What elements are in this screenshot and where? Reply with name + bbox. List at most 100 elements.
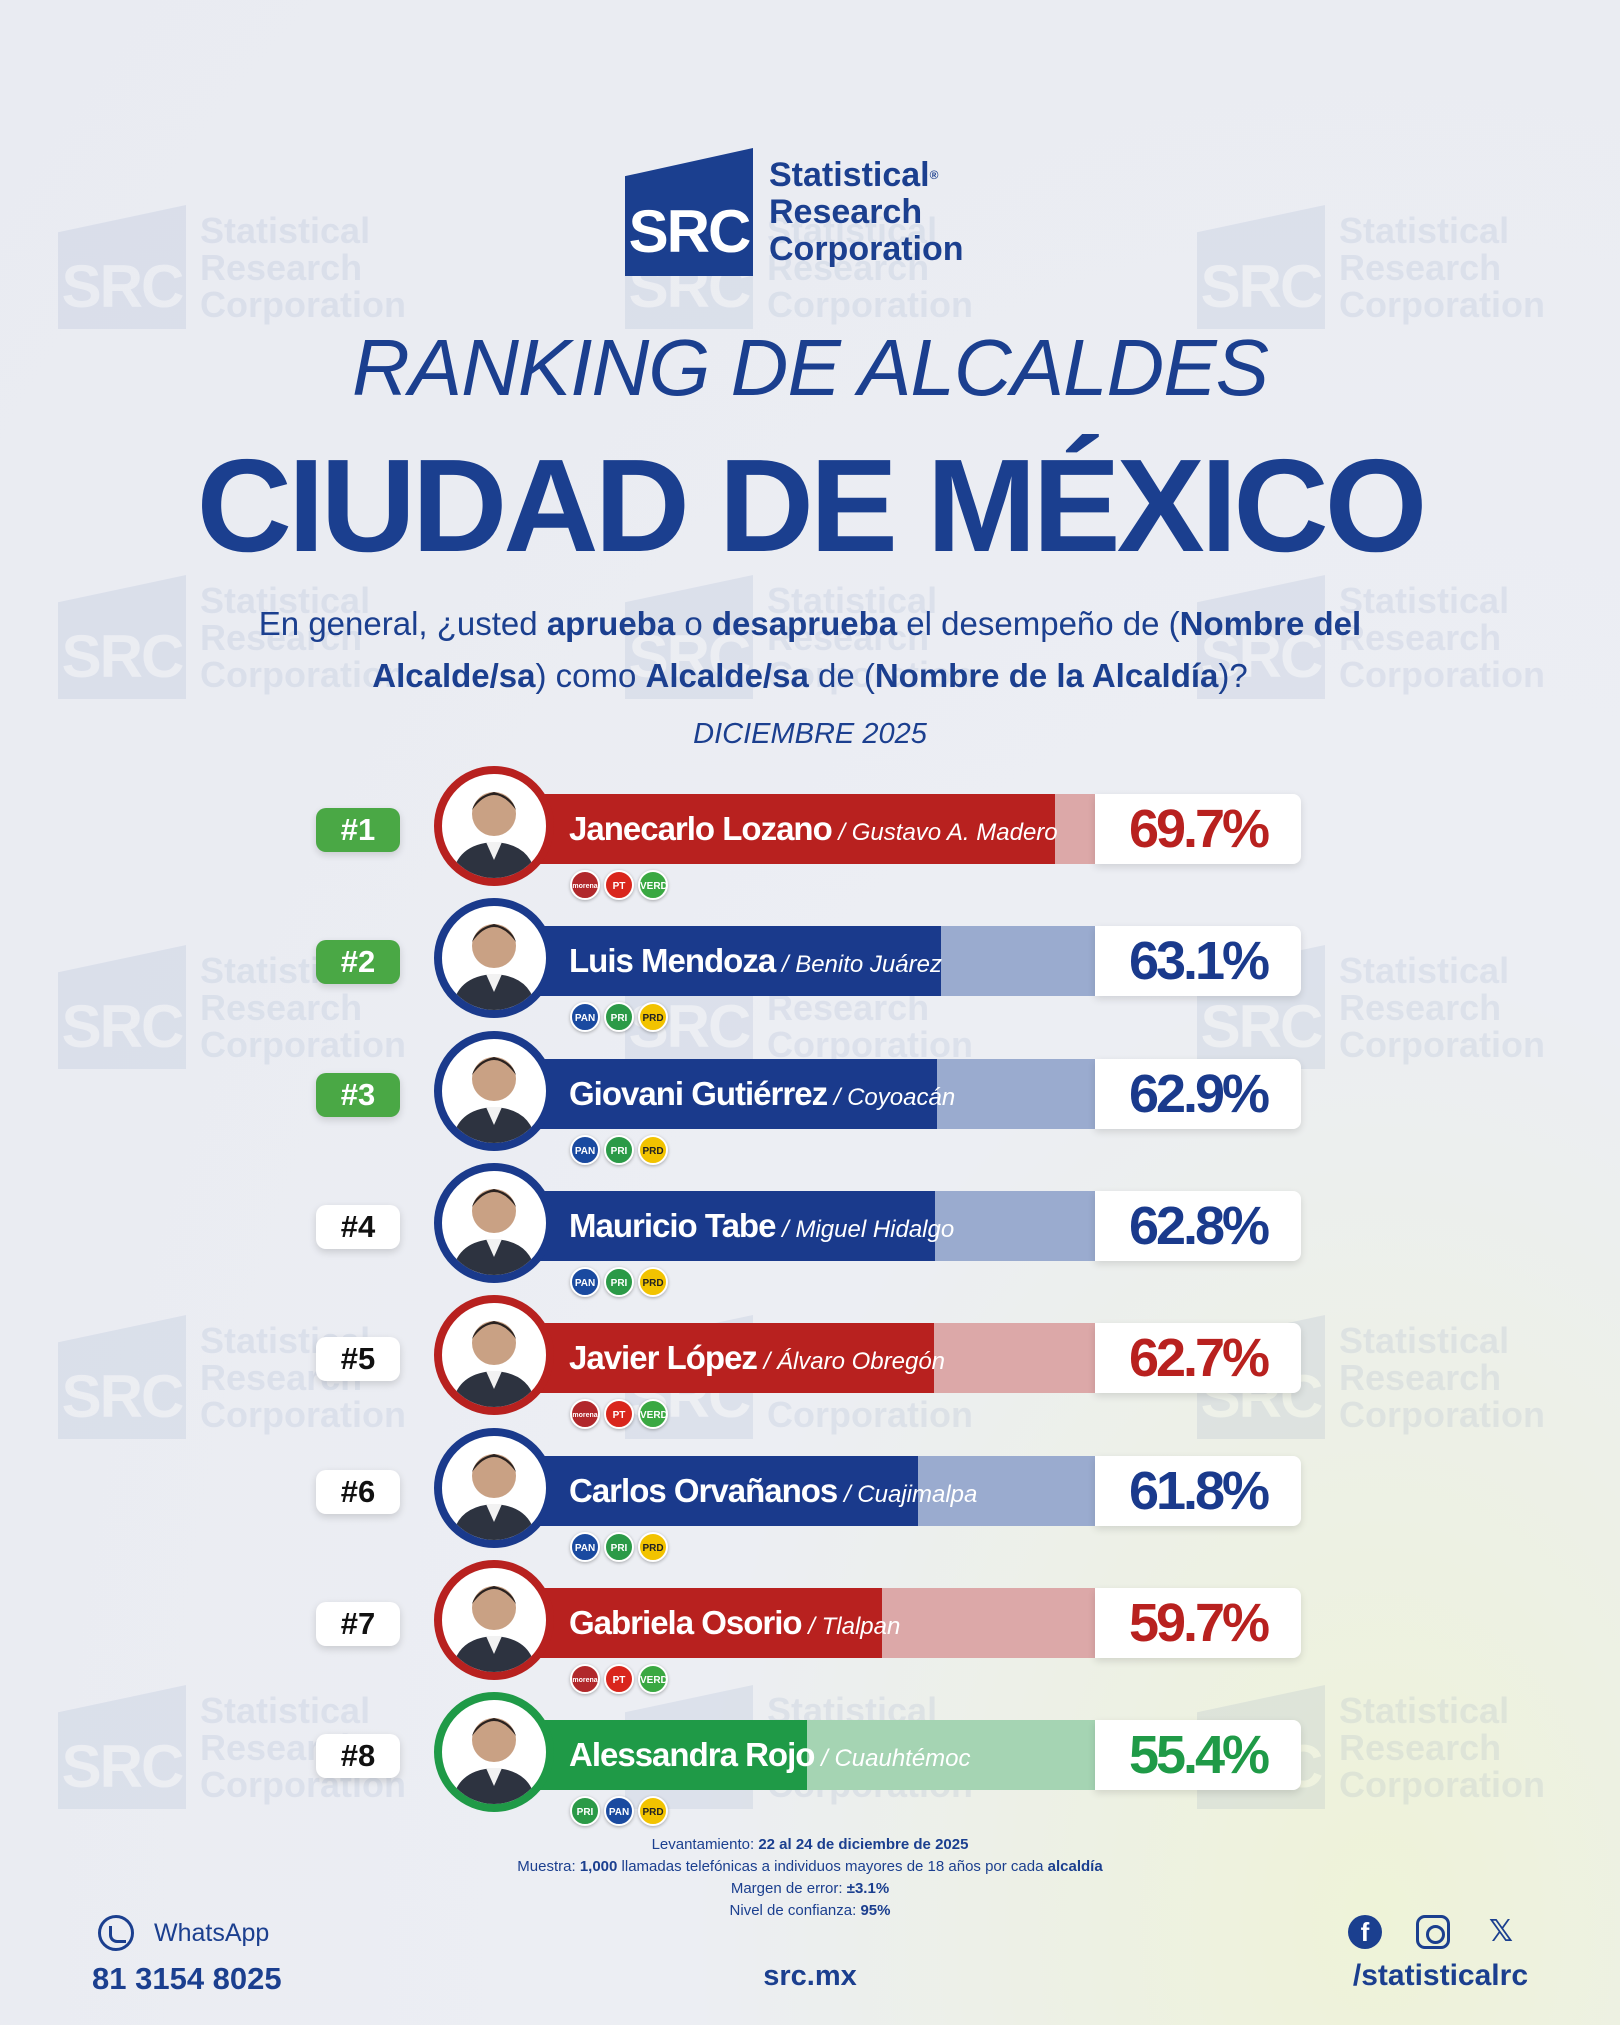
party-logo-pri: PRI [604,1002,634,1033]
rank-badge: #8 [316,1734,400,1779]
candidate-label: Carlos Orvañanos / Cuajimalpa [569,1456,977,1526]
candidate-label: Luis Mendoza / Benito Juárez [569,926,942,996]
separator: / [827,1083,848,1111]
approval-percentage: 62.8% [1095,1190,1301,1261]
candidate-label: Alessandra Rojo / Cuauhtémoc [569,1720,971,1790]
alcaldia-name: Miguel Hidalgo [795,1215,955,1243]
src-logo-text: Statistical® Research Corporation [769,155,964,268]
ranking-row: #4 62.8% Mauricio Tabe / Miguel Hidalgo PAN… [0,1162,1620,1305]
contact-whatsapp: WhatsApp 81 3154 8025 [92,1915,282,1997]
candidate-photo [434,1295,554,1416]
candidate-photo [434,1162,554,1283]
social-links: f 𝕏 /statisticalrc [1348,1915,1528,1993]
survey-date: DICIEMBRE 2025 [693,718,927,750]
candidate-name: Mauricio Tabe [569,1206,776,1244]
party-logo-morena: morena [570,870,600,900]
instagram-icon [1416,1915,1450,1949]
candidate-label: Giovani Gutiérrez / Coyoacán [569,1059,955,1129]
party-logos: PAN PRI PRD [570,1002,668,1033]
candidate-name: Javier López [569,1339,758,1377]
separator: / [756,1348,777,1376]
rank-badge: #1 [316,808,400,852]
rank-badge: #6 [316,1469,400,1514]
approval-percentage: 61.8% [1095,1455,1301,1526]
x-icon: 𝕏 [1488,1915,1514,1948]
src-logo: SRC Statistical® Research Corporation [625,148,964,276]
party-logo-verde: VERDE [638,1399,668,1430]
separator: / [837,1480,858,1508]
party-logos: PAN PRI PRD [570,1134,668,1165]
candidate-label: Janecarlo Lozano / Gustavo A. Madero [569,794,1058,864]
ranking-row: #6 61.8% Carlos Orvañanos / Cuajimalpa PAN P… [0,1427,1620,1570]
party-logo-pt: PT [604,1399,634,1430]
candidate-name: Alessandra Rojo [569,1736,815,1774]
alcaldia-name: Tlalpan [821,1612,901,1640]
candidate-photo [434,1692,554,1813]
candidate-photo [434,1427,554,1548]
candidate-photo [434,766,554,886]
candidate-label: Mauricio Tabe / Miguel Hidalgo [569,1191,954,1261]
bar-fill [540,1190,935,1261]
src-logo-mark: SRC [625,148,753,276]
phone-number: 81 3154 8025 [92,1961,282,1996]
approval-percentage: 62.7% [1095,1323,1301,1394]
bar-fill [540,1058,937,1129]
candidate-name: Janecarlo Lozano [569,810,833,847]
alcaldia-name: Cuauhtémoc [834,1745,971,1773]
survey-question: En general, ¿usted aprueba o desaprueba … [258,605,1362,694]
rank-badge: #7 [316,1601,400,1646]
party-logo-morena: morena [570,1399,600,1430]
approval-percentage: 63.1% [1095,926,1301,997]
candidate-name: Giovani Gutiérrez [569,1074,828,1112]
ranking-row: #5 62.7% Javier López / Álvaro Obregón more… [0,1295,1620,1437]
candidate-photo [434,1030,554,1151]
candidate-label: Gabriela Osorio / Tlalpan [569,1588,900,1658]
bar-fill [540,794,1055,864]
page-subtitle: CIUDAD DE MÉXICO [196,432,1428,579]
candidate-name: Gabriela Osorio [569,1603,803,1641]
party-logo-verde: VERDE [638,870,668,900]
ranking-row: #3 62.9% Giovani Gutiérrez / Coyoacán PAN PR… [0,1030,1620,1173]
bar-fill [540,1720,807,1791]
candidate-photo [434,1559,554,1680]
bar-fill [540,1323,934,1394]
methodology-notes: Levantamiento: 22 al 24 de diciembre de … [517,1836,1103,1919]
approval-percentage: 55.4% [1095,1720,1301,1791]
whatsapp-label: WhatsApp [154,1918,270,1947]
candidate-label: Javier López / Álvaro Obregón [569,1323,945,1393]
social-handle: /statisticalrc [1352,1959,1528,1992]
party-logo-prd: PRD [638,1134,668,1165]
party-logo-pan: PAN [570,1266,600,1297]
alcaldia-name: Benito Juárez [795,951,942,979]
approval-percentage: 59.7% [1095,1587,1301,1658]
party-logo-pri: PRI [570,1796,600,1827]
rank-badge: #4 [316,1204,400,1249]
party-logo-morena: morena [570,1663,600,1694]
separator: / [801,1612,822,1640]
party-logos: morenaPTVERDE [570,870,668,900]
party-logo-verde: VERDE [638,1663,668,1694]
party-logo-prd: PRD [638,1796,668,1827]
approval-percentage: 69.7% [1095,794,1301,864]
separator: / [775,951,796,979]
whatsapp-icon [98,1915,134,1951]
candidate-name: Carlos Orvañanos [569,1471,838,1509]
rank-badge: #2 [316,940,400,985]
party-logos: PAN PRI PRD [570,1266,668,1297]
rank-badge: #3 [316,1072,400,1117]
facebook-icon: f [1348,1915,1382,1949]
bar-fill [540,926,941,997]
ranking-row: #1 69.7% Janecarlo Lozano / Gustavo A. Mad… [0,766,1620,908]
alcaldia-name: Gustavo A. Madero [851,819,1058,846]
separator: / [831,819,852,846]
website-link: src.mx [763,1960,857,1992]
bar-fill [540,1455,918,1526]
party-logo-prd: PRD [638,1002,668,1033]
ranking-row: #2 63.1% Luis Mendoza / Benito Juárez PAN PR… [0,898,1620,1040]
party-logo-pan: PAN [570,1134,600,1165]
separator: / [814,1745,835,1773]
party-logos: morenaPTVERDE [570,1399,668,1430]
separator: / [775,1215,796,1243]
